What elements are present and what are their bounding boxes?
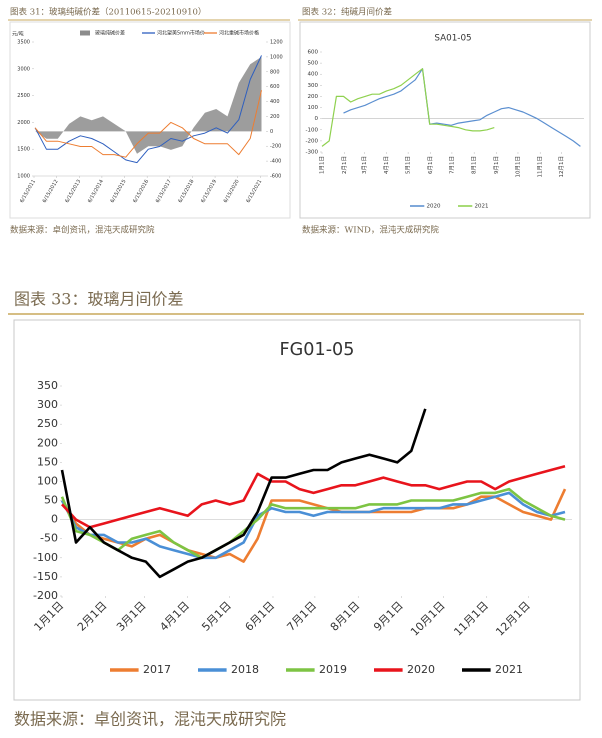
chart-frame xyxy=(299,21,591,219)
legend-label: 2020 xyxy=(407,663,435,676)
y-tick-label: 500 xyxy=(308,61,319,67)
y2-tick-label: 1200 xyxy=(270,40,283,46)
y-tick-label: -100 xyxy=(306,127,319,133)
y-tick-label: 150 xyxy=(37,455,58,468)
y-tick-label: 1000 xyxy=(17,174,30,180)
y-tick-label: 400 xyxy=(308,72,319,78)
figure-source: 数据来源：卓创资讯，混沌天成研究院 xyxy=(14,710,286,729)
y-tick-label: 100 xyxy=(308,105,319,111)
y-tick-label: 2500 xyxy=(17,93,30,99)
y2-tick-label: 200 xyxy=(270,114,280,120)
y-tick-label: -100 xyxy=(33,551,58,564)
line xyxy=(60,491,566,560)
y-tick-label: -150 xyxy=(33,570,58,583)
legend-label: 玻璃纯碱价差 xyxy=(95,30,125,37)
y2-tick-label: -600 xyxy=(270,174,281,180)
y-tick-label: 300 xyxy=(37,398,58,411)
x-tick-label: 12月1日 xyxy=(558,156,565,178)
x-tick-label: 4月1日 xyxy=(383,156,390,174)
x-tick-label: 7月1日 xyxy=(448,156,455,174)
y-tick-label: 350 xyxy=(37,379,58,392)
y-tick-label: 2000 xyxy=(17,120,30,126)
figure-caption: 图表 33：玻璃月间价差 xyxy=(14,290,183,309)
line xyxy=(34,55,262,164)
figure-source: 数据来源：WIND，混沌天成研究院 xyxy=(302,225,439,236)
line xyxy=(60,408,427,579)
x-tick-label: 8月1日 xyxy=(471,156,478,174)
y-tick-label: -50 xyxy=(40,532,58,545)
x-tick-label: 10月1日 xyxy=(514,156,521,178)
line xyxy=(61,464,566,529)
y-tick-label: 200 xyxy=(37,436,58,449)
chart-frame xyxy=(13,319,581,701)
y2-tick-label: 0 xyxy=(270,129,273,135)
x-tick-label: 1月1日 xyxy=(319,156,326,174)
y-tick-label: 0 xyxy=(51,513,58,526)
y2-tick-label: -400 xyxy=(270,159,281,165)
y-tick-label: 300 xyxy=(308,83,319,89)
legend-label: 河北望美5mm市场价 xyxy=(157,30,205,37)
line xyxy=(321,68,495,147)
line xyxy=(34,90,262,158)
line xyxy=(343,68,581,147)
line xyxy=(60,487,566,560)
x-tick-label: 3月1日 xyxy=(361,156,368,174)
x-tick-label: 2月1日 xyxy=(341,156,348,174)
legend-label: 2020 xyxy=(427,204,441,210)
y2-tick-label: 600 xyxy=(270,84,280,90)
y-tick-label: -300 xyxy=(306,150,319,156)
y-tick-label: 0 xyxy=(315,116,319,122)
legend-label: 河北重碱市场价格 xyxy=(219,30,259,37)
x-tick-label: 5月1日 xyxy=(405,156,412,174)
y-axis-label: 元/吨 xyxy=(12,31,24,38)
y-tick-label: 100 xyxy=(37,474,58,487)
legend-label: 2019 xyxy=(319,663,347,676)
y2-tick-label: 1000 xyxy=(270,54,283,60)
figure-source: 数据来源：卓创资讯，混沌天成研究院 xyxy=(10,225,155,236)
legend-label: 2021 xyxy=(475,204,489,210)
y-tick-label: -200 xyxy=(306,138,319,144)
y-tick-label: 3500 xyxy=(17,40,30,46)
y-tick-label: 600 xyxy=(308,50,319,56)
legend-label: 2017 xyxy=(143,663,171,676)
chart-title: SA01-05 xyxy=(434,34,471,44)
y-tick-label: 1500 xyxy=(17,147,30,153)
chart-title: FG01-05 xyxy=(280,340,355,360)
legend-label: 2018 xyxy=(231,663,259,676)
x-tick-label: 9月1日 xyxy=(493,156,500,174)
y-tick-label: 250 xyxy=(37,417,58,430)
figure-caption: 图表 32：纯碱月间价差 xyxy=(302,7,392,18)
y-tick-label: 200 xyxy=(308,94,319,100)
area xyxy=(35,56,262,154)
legend-swatch xyxy=(80,30,90,36)
y2-tick-label: 800 xyxy=(270,69,280,75)
legend-label: 2021 xyxy=(495,663,523,676)
y2-tick-label: -200 xyxy=(270,144,281,150)
x-tick-label: 6月1日 xyxy=(427,156,434,174)
y2-tick-label: 400 xyxy=(270,99,280,105)
x-tick-label: 11月1日 xyxy=(537,156,544,178)
y-tick-label: -200 xyxy=(33,589,58,602)
y-tick-label: 3000 xyxy=(17,66,30,72)
figure-caption: 图表 31：玻璃纯碱价差（20110615-20210910） xyxy=(10,7,206,18)
y-tick-label: 50 xyxy=(44,494,58,507)
